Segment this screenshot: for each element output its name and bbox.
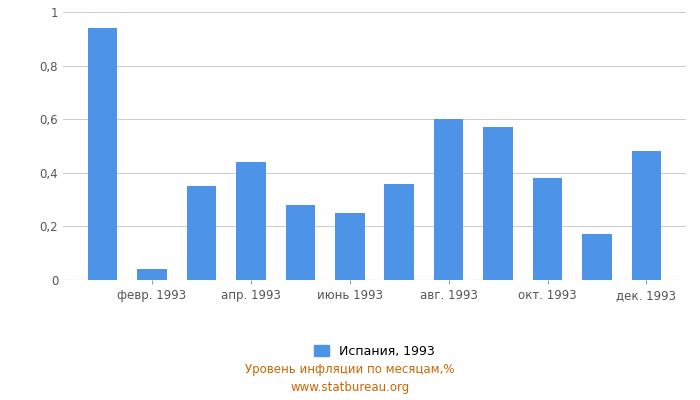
Text: Уровень инфляции по месяцам,%: Уровень инфляции по месяцам,% xyxy=(245,364,455,376)
Bar xyxy=(631,151,661,280)
Bar xyxy=(384,184,414,280)
Legend: Испания, 1993: Испания, 1993 xyxy=(309,340,440,363)
Bar xyxy=(236,162,266,280)
Bar xyxy=(187,186,216,280)
Bar xyxy=(335,213,365,280)
Text: www.statbureau.org: www.statbureau.org xyxy=(290,382,410,394)
Bar xyxy=(582,234,612,280)
Bar xyxy=(286,205,315,280)
Bar xyxy=(137,269,167,280)
Bar xyxy=(533,178,562,280)
Bar xyxy=(483,127,513,280)
Bar xyxy=(434,119,463,280)
Bar xyxy=(88,28,118,280)
